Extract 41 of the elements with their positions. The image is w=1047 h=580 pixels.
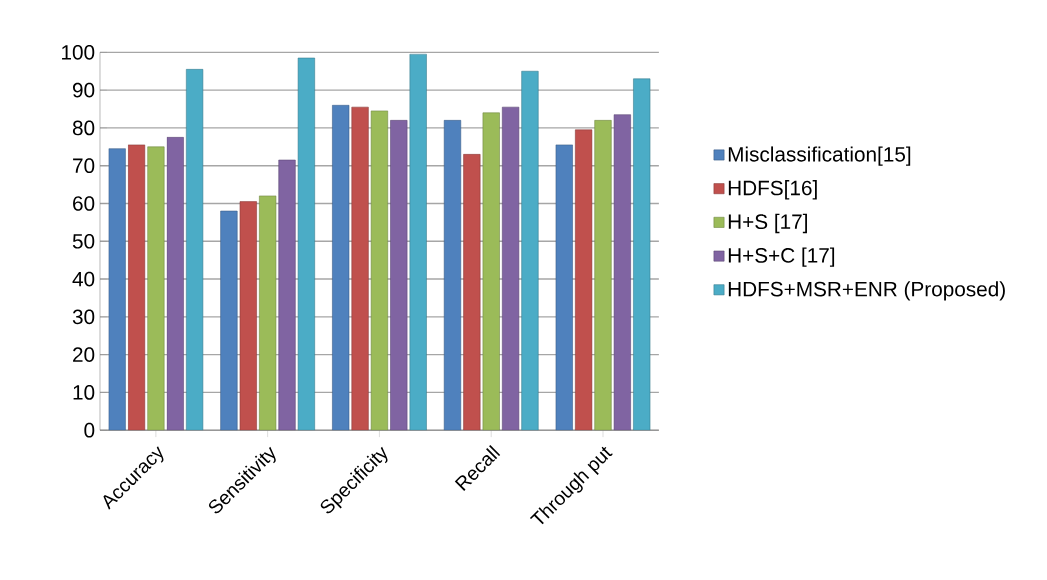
bar	[220, 210, 238, 431]
y-tick-label: 30	[72, 309, 95, 325]
bar	[594, 120, 612, 431]
bar	[239, 201, 257, 431]
y-tick-label: 10	[73, 385, 95, 400]
y-tick-label: 80	[72, 120, 95, 136]
y-tick-label: 70	[73, 158, 95, 174]
bar	[633, 78, 651, 431]
bar	[482, 112, 500, 431]
bar	[127, 144, 146, 431]
legend-label: H+S [17]	[728, 213, 807, 234]
y-tick-label: 50	[72, 234, 95, 249]
y-tick-label: 100	[62, 45, 95, 60]
bar	[502, 106, 520, 431]
y-tick-label: 0	[84, 422, 95, 438]
bar	[463, 154, 481, 431]
legend-label: HDFS[16]	[728, 180, 817, 200]
bar	[259, 195, 277, 431]
bar	[297, 57, 315, 431]
y-tick-label: 90	[72, 82, 95, 98]
bar	[575, 129, 593, 431]
bar	[390, 120, 408, 431]
legend-label: H+S+C [17]	[728, 247, 835, 267]
y-tick-label: 20	[73, 347, 95, 363]
bar	[370, 110, 389, 431]
legend-label: Misclassification[15]	[728, 146, 911, 166]
bar	[409, 54, 427, 431]
bar	[443, 120, 462, 431]
legend-label: HDFS+MSR+ENR (Proposed)	[728, 281, 1005, 301]
bar	[555, 144, 573, 431]
bar	[186, 69, 204, 431]
bar	[332, 105, 350, 431]
bar	[147, 146, 165, 431]
bar	[108, 148, 126, 431]
y-tick-label: 60	[73, 196, 95, 211]
bar	[521, 71, 539, 431]
bar	[166, 137, 184, 431]
bar	[613, 114, 631, 431]
bar	[278, 159, 296, 431]
bar	[351, 106, 369, 431]
y-tick-label: 40	[72, 271, 95, 287]
